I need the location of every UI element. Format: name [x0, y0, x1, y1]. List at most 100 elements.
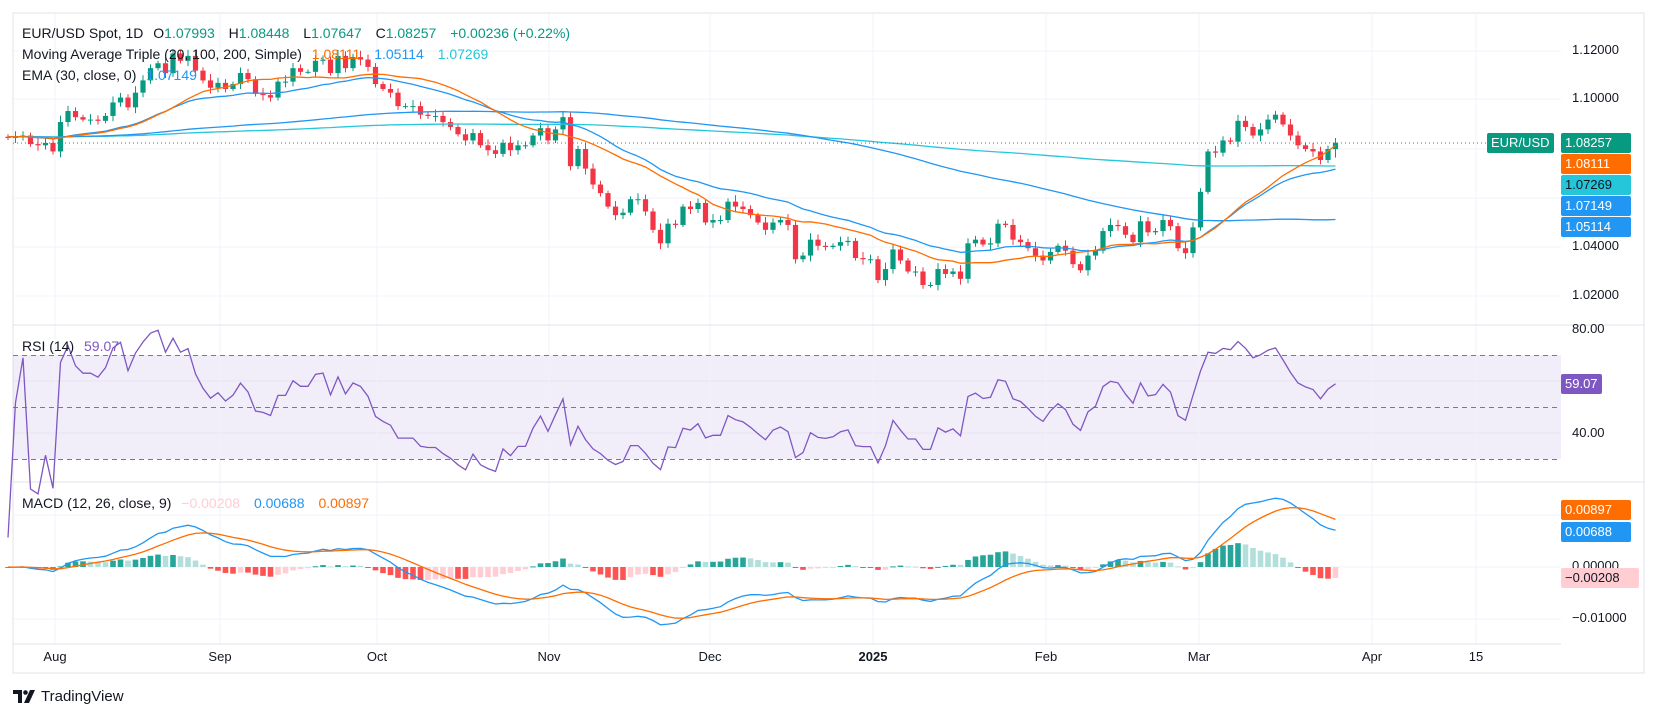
candle[interactable] [1310, 149, 1316, 152]
candle[interactable] [477, 133, 484, 146]
candle[interactable] [1212, 151, 1219, 153]
candle[interactable] [1002, 223, 1009, 225]
candle[interactable] [717, 220, 724, 222]
candle[interactable] [950, 271, 956, 274]
candle[interactable] [380, 84, 386, 89]
candle[interactable] [747, 209, 754, 216]
candle[interactable] [42, 142, 49, 146]
candle[interactable] [1250, 126, 1256, 136]
candle[interactable] [942, 269, 949, 274]
candle[interactable] [35, 144, 41, 146]
candle[interactable] [935, 269, 941, 285]
candle[interactable] [1017, 239, 1024, 243]
candle[interactable] [27, 135, 34, 145]
candle[interactable] [312, 60, 319, 72]
candle[interactable] [680, 206, 686, 225]
candle[interactable] [387, 88, 394, 93]
candle[interactable] [425, 114, 431, 116]
candle[interactable] [807, 239, 814, 256]
candle[interactable] [1295, 135, 1301, 146]
candle[interactable] [1085, 255, 1091, 271]
candle[interactable] [1122, 226, 1129, 235]
candle[interactable] [590, 168, 596, 185]
candle[interactable] [170, 53, 176, 74]
candle[interactable] [987, 243, 994, 245]
candle[interactable] [875, 259, 881, 281]
candle[interactable] [252, 79, 259, 94]
candle[interactable] [50, 142, 56, 152]
candle[interactable] [800, 255, 806, 260]
macd-legend[interactable]: MACD (12, 26, close, 9) −0.00208 0.00688… [22, 494, 379, 512]
candle[interactable] [882, 269, 889, 281]
candle[interactable] [462, 134, 469, 141]
candle[interactable] [402, 106, 409, 108]
candle[interactable] [110, 102, 116, 116]
candle[interactable] [1272, 114, 1279, 120]
candle[interactable] [1010, 224, 1016, 240]
candle[interactable] [177, 53, 184, 61]
candle[interactable] [1137, 221, 1144, 243]
candle[interactable] [822, 245, 829, 247]
candle[interactable] [927, 284, 934, 286]
candle[interactable] [185, 55, 191, 61]
candle[interactable] [560, 117, 566, 130]
candle[interactable] [80, 117, 86, 120]
candle[interactable] [417, 106, 424, 115]
candle[interactable] [1130, 234, 1136, 243]
candle[interactable] [1175, 226, 1181, 249]
candle[interactable] [852, 240, 859, 259]
candle[interactable] [222, 82, 229, 89]
candle[interactable] [275, 81, 281, 98]
candle[interactable] [515, 145, 521, 151]
symbol-title[interactable]: EUR/USD Spot, 1D [22, 25, 144, 41]
candle[interactable] [1182, 248, 1189, 254]
candle[interactable] [140, 80, 146, 93]
candle[interactable] [230, 84, 236, 89]
candle[interactable] [905, 260, 911, 272]
candle[interactable] [342, 55, 349, 69]
candle[interactable] [582, 149, 589, 169]
candle[interactable] [155, 63, 161, 69]
candle[interactable] [725, 201, 731, 221]
candle[interactable] [200, 70, 206, 81]
candle[interactable] [837, 242, 844, 246]
candle[interactable] [995, 223, 1001, 244]
candle[interactable] [980, 239, 986, 245]
candle[interactable] [1070, 250, 1076, 265]
candle[interactable] [320, 59, 326, 61]
candle[interactable] [665, 223, 671, 244]
candle[interactable] [372, 66, 379, 85]
ema-legend[interactable]: EMA (30, close, 0) 1.07149 [22, 66, 207, 84]
candle[interactable] [522, 145, 529, 147]
candle[interactable] [335, 55, 341, 74]
candle[interactable] [575, 149, 581, 167]
ma-triple-legend[interactable]: Moving Average Triple (20, 100, 200, Sim… [22, 45, 498, 63]
candle[interactable] [282, 81, 289, 83]
candle[interactable] [1077, 264, 1084, 271]
candle[interactable] [507, 142, 514, 151]
candle[interactable] [552, 129, 559, 141]
candle[interactable] [357, 57, 364, 60]
candle[interactable] [957, 271, 964, 279]
candle[interactable] [455, 126, 461, 135]
candle[interactable] [537, 128, 544, 136]
candle[interactable] [1040, 255, 1046, 261]
candle[interactable] [545, 128, 551, 141]
candle[interactable] [117, 97, 124, 103]
candle[interactable] [912, 271, 919, 273]
candle[interactable] [605, 193, 611, 207]
candle[interactable] [410, 106, 416, 108]
candle[interactable] [1257, 129, 1264, 136]
candle[interactable] [1242, 120, 1249, 127]
candle[interactable] [815, 239, 821, 246]
candle[interactable] [1325, 149, 1331, 161]
candle[interactable] [485, 145, 491, 151]
candle[interactable] [297, 68, 304, 72]
candle[interactable] [762, 222, 769, 230]
candle[interactable] [72, 111, 79, 118]
candle[interactable] [920, 271, 926, 285]
candle[interactable] [1265, 119, 1271, 130]
candle[interactable] [290, 68, 296, 82]
candle[interactable] [1205, 151, 1211, 192]
